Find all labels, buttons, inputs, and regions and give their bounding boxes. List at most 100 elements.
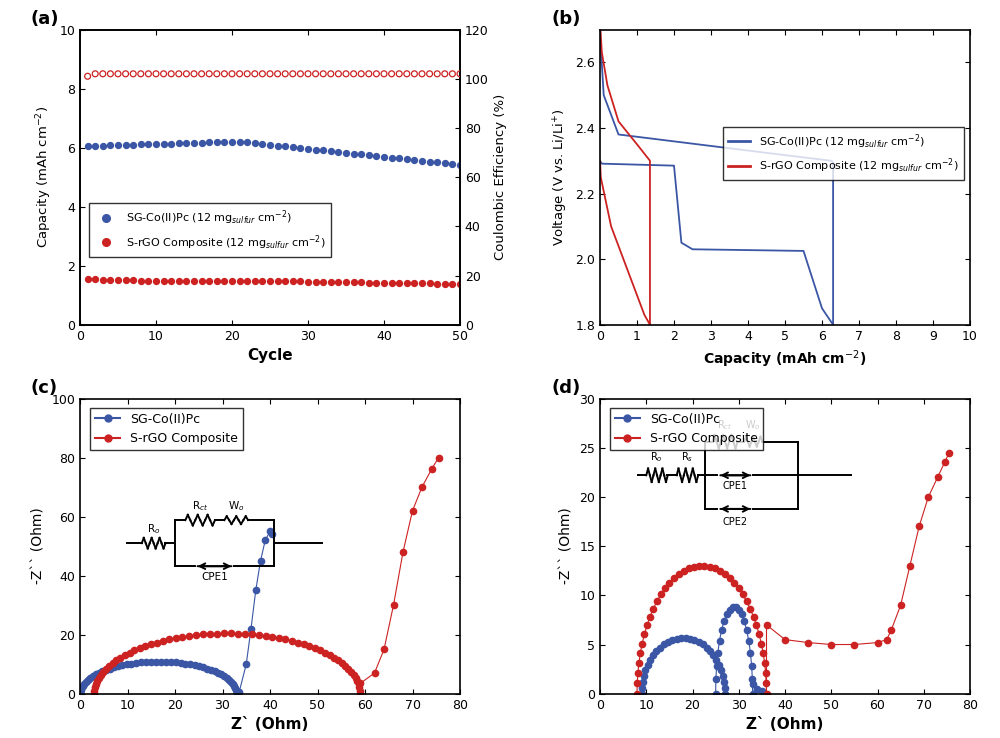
Point xyxy=(201,68,217,80)
Point xyxy=(133,68,149,80)
Text: (a): (a) xyxy=(31,10,59,27)
Point xyxy=(95,139,111,151)
Point xyxy=(224,136,240,148)
Point xyxy=(95,274,111,286)
Point xyxy=(300,275,316,287)
Point xyxy=(399,277,415,289)
Point xyxy=(239,275,255,287)
Point xyxy=(422,156,438,168)
Point xyxy=(95,68,111,80)
Point xyxy=(444,158,460,170)
Point xyxy=(376,151,392,162)
Point xyxy=(399,154,415,165)
Point xyxy=(110,68,126,80)
Point xyxy=(452,159,468,170)
Point xyxy=(262,68,278,80)
Point xyxy=(270,139,286,151)
Legend: SG-Co(II)Pc (12 mg$_{sulfur}$ cm$^{-2}$), S-rGO Composite (12 mg$_{sulfur}$ cm$^: SG-Co(II)Pc (12 mg$_{sulfur}$ cm$^{-2}$)… xyxy=(89,204,331,257)
Point xyxy=(87,273,103,285)
Point xyxy=(308,276,324,288)
Point xyxy=(110,275,126,286)
Point xyxy=(308,68,324,80)
Point xyxy=(216,275,232,287)
Point xyxy=(171,68,187,80)
Point xyxy=(452,278,468,290)
Point xyxy=(239,137,255,148)
Point xyxy=(194,68,210,80)
Point xyxy=(384,277,400,289)
Point xyxy=(422,68,438,80)
Point xyxy=(232,68,248,80)
Point xyxy=(163,68,179,80)
Point xyxy=(414,277,430,289)
Point xyxy=(125,139,141,151)
Point xyxy=(323,145,339,157)
Point xyxy=(239,68,255,80)
Point xyxy=(399,68,415,80)
Point xyxy=(232,136,248,148)
X-axis label: Z` (Ohm): Z` (Ohm) xyxy=(746,717,824,732)
X-axis label: Cycle: Cycle xyxy=(247,348,293,363)
X-axis label: Z` (Ohm): Z` (Ohm) xyxy=(231,717,309,732)
Point xyxy=(391,277,407,289)
Point xyxy=(254,275,270,287)
Point xyxy=(353,68,369,80)
Point xyxy=(110,139,126,151)
Point xyxy=(444,278,460,290)
Point xyxy=(315,68,331,80)
Point xyxy=(171,137,187,149)
Point xyxy=(292,275,308,287)
Point xyxy=(102,68,118,80)
Point xyxy=(406,68,422,80)
Point xyxy=(125,68,141,80)
Point xyxy=(156,275,172,286)
Point xyxy=(186,68,202,80)
Point xyxy=(361,277,377,289)
Point xyxy=(247,137,263,149)
Point xyxy=(148,275,164,286)
Point xyxy=(338,276,354,288)
Point xyxy=(262,275,278,287)
Point xyxy=(102,139,118,151)
Y-axis label: -Z`` (Ohm): -Z`` (Ohm) xyxy=(32,508,46,584)
Point xyxy=(209,137,225,148)
Point xyxy=(338,68,354,80)
Point xyxy=(376,277,392,289)
Point xyxy=(346,68,362,80)
Point xyxy=(194,137,210,148)
Point xyxy=(368,150,384,162)
Point xyxy=(140,275,156,286)
Point xyxy=(315,276,331,288)
Y-axis label: Capacity (mAh cm$^{-2}$): Capacity (mAh cm$^{-2}$) xyxy=(34,106,54,248)
Text: (c): (c) xyxy=(31,379,58,396)
Point xyxy=(437,68,453,80)
Point xyxy=(368,277,384,289)
Point xyxy=(353,277,369,289)
Point xyxy=(406,277,422,289)
Point xyxy=(87,68,103,80)
Point xyxy=(384,68,400,80)
Point xyxy=(186,137,202,149)
Point xyxy=(247,68,263,80)
Text: (d): (d) xyxy=(552,379,581,396)
Point xyxy=(406,154,422,166)
Point xyxy=(178,275,194,286)
Point xyxy=(156,68,172,80)
Point xyxy=(292,68,308,80)
Point xyxy=(277,275,293,287)
Point xyxy=(277,68,293,80)
Point xyxy=(171,275,187,286)
Point xyxy=(414,155,430,167)
Point xyxy=(209,68,225,80)
Point xyxy=(186,275,202,286)
Point xyxy=(353,148,369,160)
Point xyxy=(87,140,103,152)
Point xyxy=(270,68,286,80)
Point xyxy=(156,138,172,150)
Legend: SG-Co(II)Pc, S-rGO Composite: SG-Co(II)Pc, S-rGO Composite xyxy=(610,407,763,450)
Point xyxy=(270,275,286,287)
Point xyxy=(452,68,468,80)
Text: (b): (b) xyxy=(552,10,581,27)
Legend: SG-Co(II)Pc (12 mg$_{sulfur}$ cm$^{-2}$), S-rGO Composite (12 mg$_{sulfur}$ cm$^: SG-Co(II)Pc (12 mg$_{sulfur}$ cm$^{-2}$)… xyxy=(723,127,964,180)
Point xyxy=(247,275,263,287)
